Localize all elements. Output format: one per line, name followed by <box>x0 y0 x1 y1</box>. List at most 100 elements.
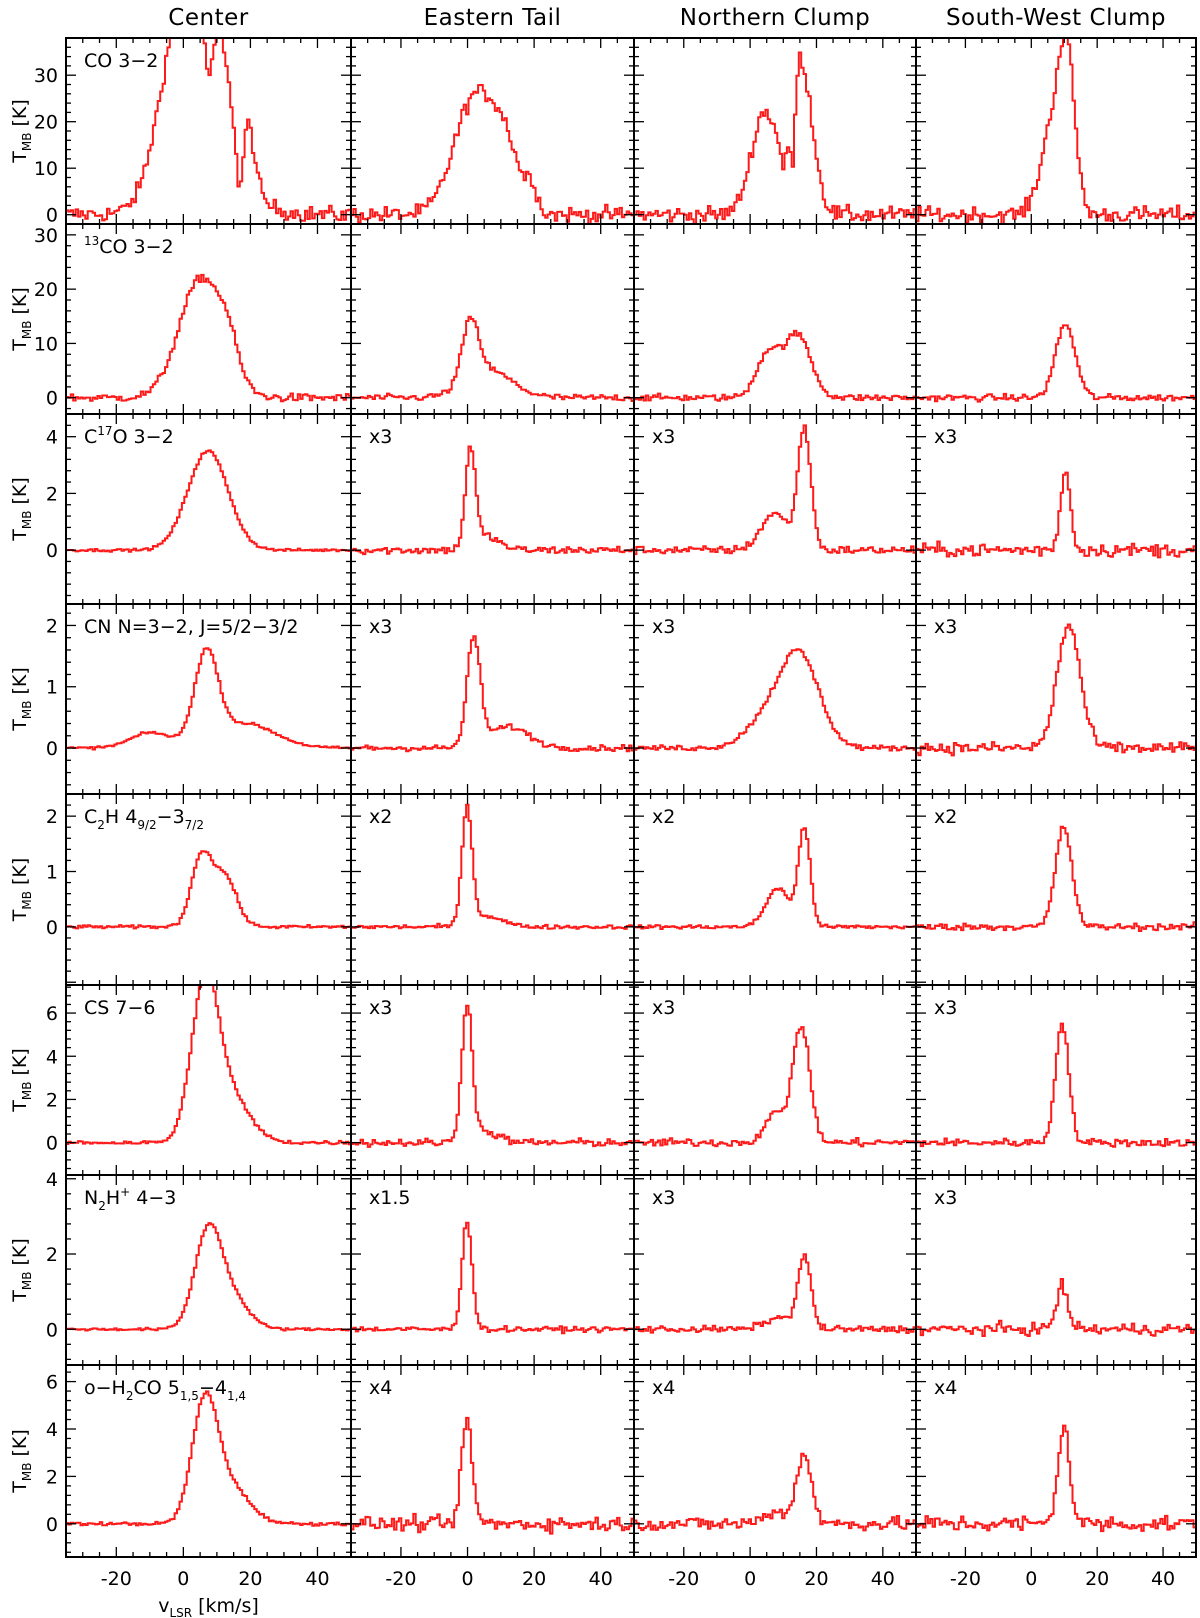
scale-factor-label: x3 <box>652 997 675 1019</box>
panel-frame <box>915 223 1197 415</box>
panel-r1-c3 <box>915 223 1197 415</box>
spectrum-line-r7-c2 <box>634 1452 917 1532</box>
y-tick-label: 10 <box>34 158 58 180</box>
molecule-line-label: C17O 3−2 <box>84 424 174 448</box>
panel-frame <box>350 37 635 225</box>
spectrum-line-r6-c1 <box>351 1221 635 1335</box>
spectrum-line-r5-c3 <box>916 1022 1197 1148</box>
x-tick-label: 20 <box>804 1568 828 1590</box>
spectrum-line-r7-c0 <box>66 1390 352 1527</box>
y-axis-label-2: TMB [K] <box>9 477 34 542</box>
panel-frame <box>65 413 352 605</box>
y-tick-label: 30 <box>34 65 58 87</box>
scale-factor-label: x2 <box>369 806 392 828</box>
scale-factor-label: x3 <box>369 426 392 448</box>
scale-factor-label: x3 <box>369 997 392 1019</box>
y-tick-label: 0 <box>46 1133 58 1155</box>
panel-frame <box>350 793 635 986</box>
panel-r2-c2: x3 <box>633 413 917 605</box>
y-tick-label: 0 <box>46 540 58 562</box>
molecule-line-label: CN N=3−2, J=5/2−3/2 <box>84 616 298 638</box>
y-tick-label: 2 <box>46 615 58 637</box>
spectrum-line-r0-c2 <box>634 51 917 225</box>
column-title-0: Center <box>168 5 248 31</box>
y-tick-label: 0 <box>46 388 58 410</box>
spectrum-line-r7-c3 <box>916 1424 1197 1533</box>
column-title-1: Eastern Tail <box>424 5 562 31</box>
x-tick-label: 20 <box>1085 1568 1109 1590</box>
spectrum-line-r3-c1 <box>351 635 635 753</box>
x-tick-label: 0 <box>744 1568 756 1590</box>
panel-r2-c0 <box>65 413 352 605</box>
y-tick-label: 0 <box>46 738 58 760</box>
panel-r5-c2: x3 <box>633 984 917 1176</box>
y-tick-label: 4 <box>46 427 58 449</box>
column-title-3: South-West Clump <box>946 5 1166 31</box>
y-tick-label: 4 <box>46 1046 58 1068</box>
y-tick-label: 20 <box>34 279 58 301</box>
panel-frame <box>633 413 917 605</box>
scale-factor-label: x3 <box>652 616 675 638</box>
panel-r0-c1 <box>350 37 635 225</box>
panel-r3-c3: x3 <box>915 603 1197 795</box>
panel-r7-c1: x4 -20 0 20 40 <box>350 1364 635 1590</box>
scale-factor-label: x3 <box>934 997 957 1019</box>
panel-frame <box>915 1364 1197 1558</box>
spectrum-line-r1-c2 <box>634 329 917 402</box>
panel-r0-c3 <box>915 37 1197 225</box>
y-tick-label: 30 <box>34 225 58 247</box>
panel-r6-c2: x3 <box>633 1174 917 1366</box>
spectrum-line-r5-c2 <box>634 1026 917 1148</box>
spectrum-line-r1-c3 <box>916 324 1197 403</box>
panel-frame <box>633 1174 917 1366</box>
x-tick-label: 40 <box>871 1568 895 1590</box>
y-tick-label: 4 <box>46 1419 58 1441</box>
panel-frame <box>633 603 917 795</box>
x-tick-label: 0 <box>177 1568 189 1590</box>
y-tick-label: 2 <box>46 1466 58 1488</box>
y-axis-label-7: TMB [K] <box>9 1429 34 1494</box>
x-tick-label: 20 <box>238 1568 262 1590</box>
panel-r3-c2: x3 <box>633 603 917 795</box>
panel-frame <box>915 413 1197 605</box>
panel-frame <box>633 984 917 1176</box>
y-tick-label: 2 <box>46 483 58 505</box>
scale-factor-label: x3 <box>934 426 957 448</box>
spectrum-line-r1-c1 <box>351 315 635 402</box>
panel-r1-c2 <box>633 223 917 415</box>
y-axis-label-0: TMB [K] <box>9 99 34 164</box>
column-title-2: Northern Clump <box>680 5 870 31</box>
spectrum-line-r0-c3 <box>916 37 1197 225</box>
panel-frame <box>915 37 1197 225</box>
panel-r1-c1 <box>350 223 635 415</box>
panel-r2-c1: x3 <box>350 413 635 605</box>
y-tick-label: 2 <box>46 1089 58 1111</box>
scale-factor-label: x3 <box>652 426 675 448</box>
panel-r3-c1: x3 <box>350 603 635 795</box>
y-tick-label: 6 <box>46 1372 58 1394</box>
x-tick-label: 40 <box>305 1568 329 1590</box>
panel-r7-c3: x4 -20 0 20 40 <box>915 1364 1197 1590</box>
panel-frame <box>633 1364 917 1558</box>
spectrum-line-r6-c3 <box>916 1278 1197 1337</box>
molecule-line-label: C2H 49/2−37/2 <box>84 806 204 832</box>
panel-frame <box>915 793 1197 986</box>
scale-factor-label: x3 <box>934 1187 957 1209</box>
y-tick-label: 0 <box>46 205 58 227</box>
spectrum-line-r2-c3 <box>916 471 1197 559</box>
scale-factor-label: x2 <box>934 806 957 828</box>
spectrum-line-r6-c0 <box>66 1222 352 1332</box>
panel-frame <box>350 223 635 415</box>
spectrum-line-r5-c1 <box>351 1004 635 1148</box>
x-tick-label: 40 <box>589 1568 613 1590</box>
spectrum-line-r4-c2 <box>634 827 917 930</box>
panel-r6-c1: x1.5 <box>350 1174 635 1366</box>
x-axis-label: vLSR [km/s] <box>158 1595 259 1618</box>
spectrum-line-r4-c1 <box>351 803 635 930</box>
y-tick-label: 2 <box>46 806 58 828</box>
y-tick-label: 4 <box>46 1169 58 1191</box>
spectrum-line-r1-c0 <box>66 273 352 403</box>
x-tick-label: -20 <box>668 1568 699 1590</box>
spectrum-line-r4-c0 <box>66 850 352 930</box>
